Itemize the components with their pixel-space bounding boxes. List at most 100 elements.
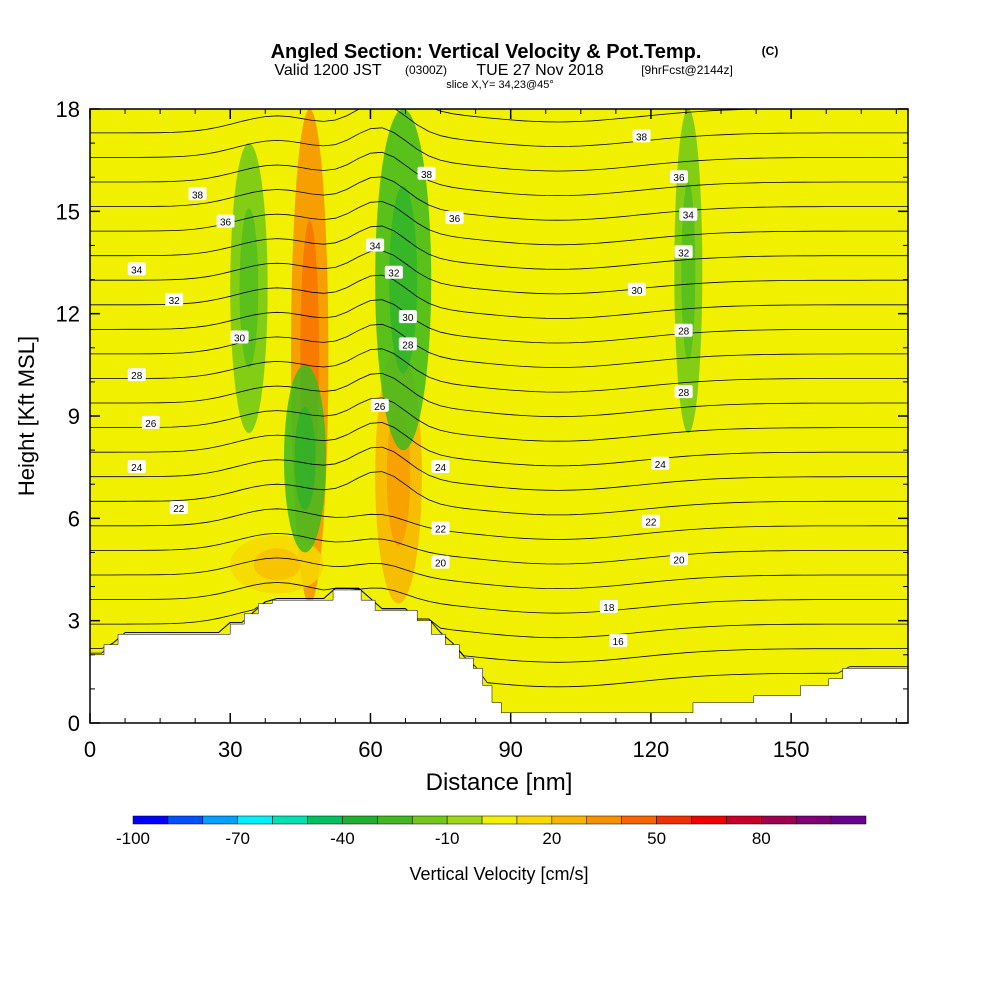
y-tick-label: 15 bbox=[56, 199, 80, 224]
contour-label-text: 38 bbox=[421, 170, 433, 181]
contour-label: 32 bbox=[384, 265, 403, 280]
contour-label-box bbox=[431, 521, 450, 535]
contour-label-box bbox=[141, 415, 160, 429]
contour-label: 22 bbox=[431, 521, 450, 536]
colorbar-tick-label: 80 bbox=[752, 829, 771, 848]
colorbar-swatch bbox=[551, 815, 588, 825]
contour-label-box bbox=[127, 368, 146, 382]
contour-label: 20 bbox=[431, 555, 450, 570]
theta-contour-line bbox=[90, 274, 908, 319]
contour-label-text: 22 bbox=[645, 518, 657, 529]
contour-label: 30 bbox=[230, 330, 249, 345]
colorbar-label: Vertical Velocity [cm/s] bbox=[409, 864, 588, 884]
contour-label-text: 26 bbox=[374, 402, 386, 413]
contour-label-box bbox=[431, 555, 450, 569]
contour-label: 28 bbox=[674, 323, 693, 338]
chart-title-unit: (C) bbox=[762, 44, 779, 58]
slice-label: slice X,Y= 34,23@45° bbox=[446, 79, 554, 91]
colorbar: -100 -70 -40 -10 20 50 80 bbox=[116, 815, 867, 848]
contour-label: 24 bbox=[431, 460, 450, 474]
theta-contour-line bbox=[90, 582, 908, 614]
theta-contour-line bbox=[90, 299, 908, 344]
contour-label: 34 bbox=[366, 238, 385, 252]
colorbar-swatch bbox=[377, 815, 413, 825]
theta-contour-line bbox=[90, 127, 908, 172]
valid-date: TUE 27 Nov 2018 bbox=[476, 62, 603, 79]
velocity-field bbox=[230, 109, 703, 604]
contour-label-box bbox=[188, 187, 207, 201]
colorbar-swatch bbox=[132, 815, 169, 825]
contour-label-box bbox=[216, 214, 235, 228]
colorbar-tick-label: 20 bbox=[542, 829, 561, 848]
contour-label-text: 34 bbox=[683, 211, 695, 222]
y-tick-label: 18 bbox=[56, 97, 80, 122]
contour-label: 34 bbox=[679, 207, 698, 222]
contour-label-box bbox=[370, 398, 389, 412]
contour-label: 20 bbox=[669, 552, 688, 566]
chart-title-group: Angled Section: Vertical Velocity & Pot.… bbox=[271, 41, 779, 91]
y-tick-label: 12 bbox=[56, 302, 80, 327]
downdraft-core bbox=[239, 208, 259, 368]
contour-label-text: 26 bbox=[145, 419, 157, 430]
colorbar-swatch bbox=[167, 815, 204, 825]
contour-label-text: 34 bbox=[131, 265, 143, 276]
contour-label-box bbox=[674, 245, 693, 259]
contour-label-text: 32 bbox=[388, 269, 400, 280]
theta-contour-line bbox=[90, 323, 908, 369]
theta-contour-line bbox=[90, 176, 908, 221]
contour-label-text: 16 bbox=[613, 637, 625, 648]
theta-contour-line bbox=[90, 422, 908, 467]
theta-contour-line bbox=[90, 587, 908, 639]
contour-label-box bbox=[651, 456, 670, 470]
contour-label-text: 28 bbox=[678, 388, 690, 399]
contour-label-text: 24 bbox=[131, 463, 143, 474]
contour-label-box bbox=[398, 337, 417, 351]
contour-label-box bbox=[431, 460, 450, 474]
contour-label-box bbox=[127, 262, 146, 276]
theta-contour-line bbox=[90, 587, 908, 663]
contour-label-text: 34 bbox=[370, 241, 382, 252]
theta-contour-line bbox=[90, 250, 908, 295]
colorbar-swatch bbox=[237, 815, 273, 825]
contour-label-text: 36 bbox=[220, 218, 232, 229]
contour-label-box bbox=[609, 634, 628, 648]
contour-label-text: 28 bbox=[678, 327, 690, 338]
colorbar-swatch bbox=[516, 815, 553, 825]
contour-label-box bbox=[641, 514, 660, 528]
contour-label: 24 bbox=[651, 456, 670, 471]
colorbar-tick-label: 50 bbox=[647, 829, 666, 848]
colorbar-swatch bbox=[342, 815, 378, 825]
contour-label-box bbox=[417, 166, 436, 180]
contour-label-text: 28 bbox=[402, 340, 414, 351]
contour-label-text: 20 bbox=[435, 559, 447, 570]
colorbar-swatch bbox=[481, 815, 518, 825]
colorbar-swatch bbox=[726, 815, 762, 825]
colorbar-swatch bbox=[202, 815, 238, 825]
contour-label-text: 30 bbox=[234, 334, 246, 345]
theta-contour-line bbox=[90, 446, 908, 491]
contour-label-text: 38 bbox=[192, 190, 204, 201]
contour-label: 38 bbox=[632, 129, 651, 143]
colorbar-swatch bbox=[621, 815, 657, 825]
terrain-mask bbox=[89, 589, 909, 724]
theta-contour-line bbox=[90, 348, 908, 393]
contour-label-text: 30 bbox=[402, 313, 414, 324]
contour-label-text: 32 bbox=[169, 296, 181, 307]
plot-background bbox=[90, 109, 908, 723]
contour-label-text: 24 bbox=[655, 460, 667, 471]
contour-label-text: 28 bbox=[131, 371, 143, 382]
contour-label-box bbox=[230, 330, 249, 344]
colorbar-tick-label: -10 bbox=[435, 829, 460, 848]
valid-time-prefix: Valid 1200 JST bbox=[274, 62, 382, 79]
contour-label: 22 bbox=[169, 501, 188, 515]
contour-label-text: 22 bbox=[435, 525, 447, 536]
contour-label: 28 bbox=[127, 368, 146, 382]
colorbar-swatch bbox=[761, 815, 797, 825]
contour-label-box bbox=[674, 323, 693, 337]
theta-contour-line bbox=[90, 151, 908, 197]
contour-label: 36 bbox=[669, 170, 688, 184]
theta-contour-line bbox=[90, 109, 908, 147]
x-tick-label: 30 bbox=[218, 737, 242, 762]
contour-label-text: 32 bbox=[678, 248, 690, 259]
